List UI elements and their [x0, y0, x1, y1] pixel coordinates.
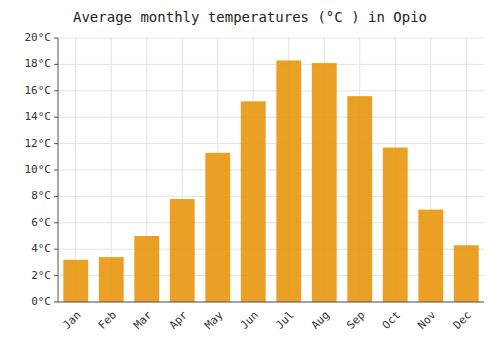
bar	[134, 236, 159, 302]
x-tick-label: Jul	[273, 309, 296, 332]
grid-line-y	[58, 38, 484, 39]
y-tick	[54, 143, 58, 144]
bar	[63, 260, 88, 302]
title: Average monthly temperatures (°C ) in Op…	[73, 9, 427, 25]
bar	[454, 245, 479, 302]
bar	[347, 96, 372, 302]
bar	[383, 148, 408, 302]
x-tick-label: Feb	[96, 309, 119, 332]
y-tick	[54, 302, 58, 303]
y-tick-label: 6°C	[31, 216, 51, 229]
grid-line-y	[58, 117, 484, 118]
chart-svg: 0°C 2°C 4°C 6°C 8°C 10°C 12°C 14°C 16°C 18°C 20°C J…	[0, 0, 500, 350]
x-tick-label: Apr	[167, 308, 191, 332]
y-tick	[54, 196, 58, 197]
y-tick-label: 16°C	[25, 84, 52, 97]
x-axis-line	[58, 302, 484, 303]
y-tick	[54, 249, 58, 250]
y-tick	[54, 38, 58, 39]
chart-container: 0°C 2°C 4°C 6°C 8°C 10°C 12°C 14°C 16°C 18°C 20°C J…	[0, 0, 500, 350]
y-tick-label: 8°C	[31, 189, 51, 202]
y-tick-label: 12°C	[25, 137, 52, 150]
x-tick-label: Jan	[60, 309, 83, 332]
y-tick-label: 4°C	[31, 242, 51, 255]
bar	[99, 257, 124, 302]
x-tick-label: Sep	[344, 309, 367, 332]
x-tick-label: Jun	[238, 309, 261, 332]
x-tick-label: Oct	[380, 309, 403, 332]
y-tick	[54, 64, 58, 65]
grid-line-y	[58, 90, 484, 91]
y-tick	[54, 275, 58, 276]
grid-line-y	[58, 64, 484, 65]
grid	[58, 38, 484, 302]
x-tick-label: May	[202, 308, 226, 332]
grid-line-y	[58, 196, 484, 197]
x-tick-label: Dec	[451, 309, 474, 332]
y-tick-label: 14°C	[25, 110, 52, 123]
bars	[63, 60, 478, 302]
x-tick-label: Aug	[309, 309, 332, 332]
y-tick	[54, 117, 58, 118]
bar	[205, 153, 230, 302]
bar	[418, 210, 443, 302]
y-tick-label: 10°C	[25, 163, 52, 176]
bar	[276, 60, 301, 302]
axes: 0°C 2°C 4°C 6°C 8°C 10°C 12°C 14°C 16°C 18°C 20°C J…	[25, 31, 485, 332]
y-tick	[54, 222, 58, 223]
bar	[312, 63, 337, 302]
y-tick-label: 18°C	[25, 57, 52, 70]
grid-line-y	[58, 143, 484, 144]
grid-line-y	[58, 170, 484, 171]
bar	[241, 101, 266, 302]
x-tick-label: Mar	[131, 308, 155, 332]
y-tick	[54, 170, 58, 171]
x-tick-label: Nov	[415, 308, 439, 332]
bar	[170, 199, 195, 302]
y-tick-label: 2°C	[31, 269, 51, 282]
y-tick-label: 0°C	[31, 295, 51, 308]
grid-line-y	[58, 302, 484, 303]
y-tick	[54, 90, 58, 91]
y-tick-label: 20°C	[25, 31, 52, 44]
